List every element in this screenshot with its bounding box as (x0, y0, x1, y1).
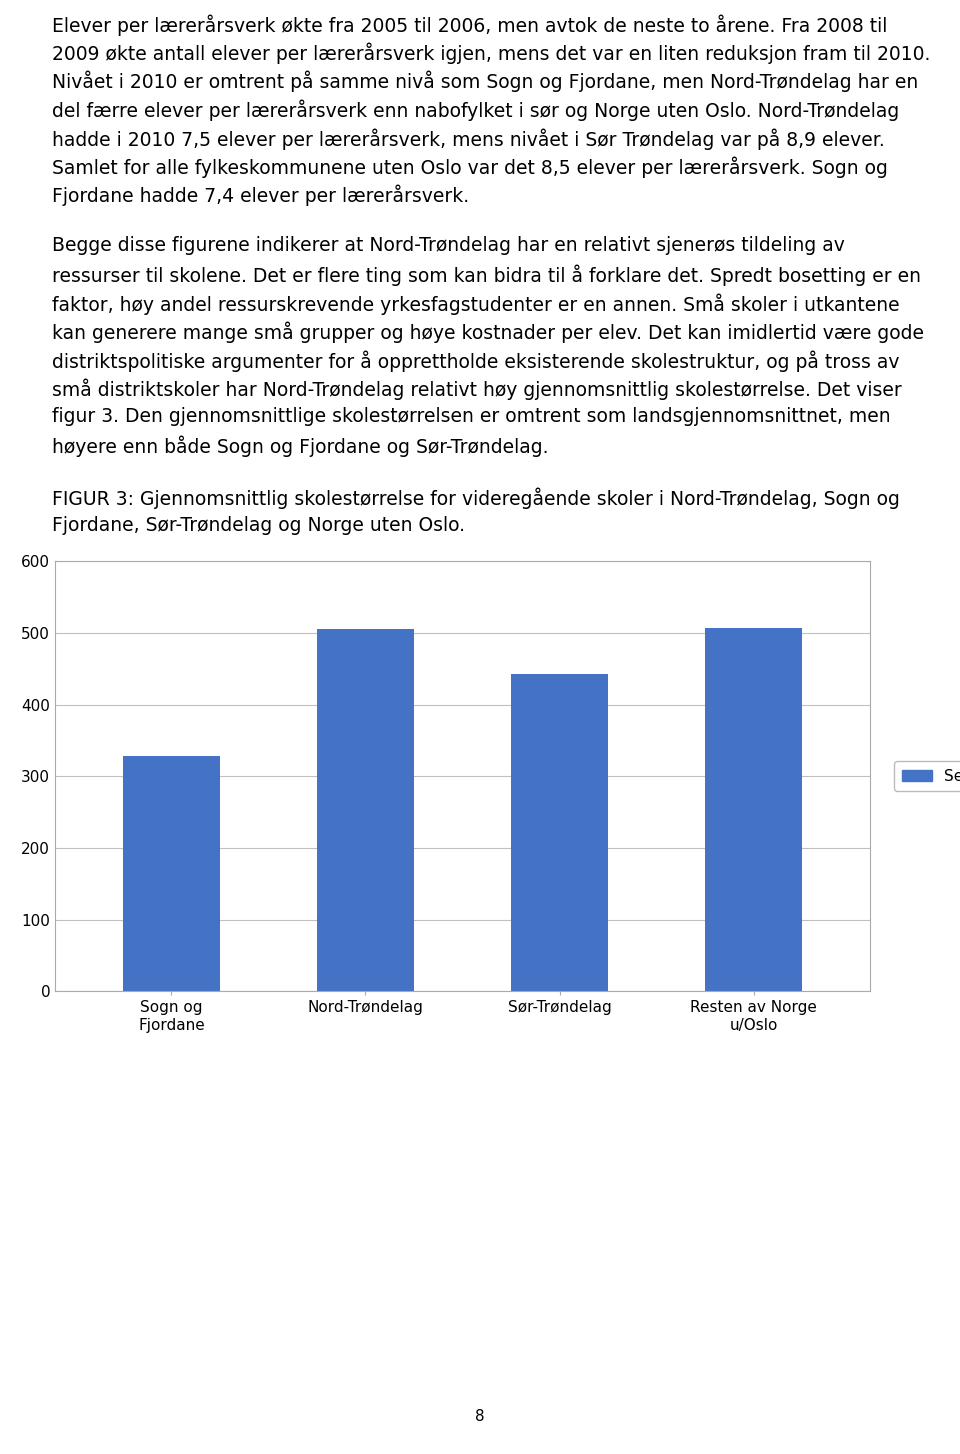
Text: ressurser til skolene. Det er flere ting som kan bidra til å forklare det. Spred: ressurser til skolene. Det er flere ting… (52, 265, 921, 286)
Text: Fjordane, Sør-Trøndelag og Norge uten Oslo.: Fjordane, Sør-Trøndelag og Norge uten Os… (52, 516, 465, 535)
Text: FIGUR 3: Gjennomsnittlig skolestørrelse for videregående skoler i Nord-Trøndelag: FIGUR 3: Gjennomsnittlig skolestørrelse … (52, 487, 900, 509)
Text: 8: 8 (475, 1409, 485, 1423)
Text: del færre elever per lærerårsverk enn nabofylket i sør og Norge uten Oslo. Nord-: del færre elever per lærerårsverk enn na… (52, 99, 900, 121)
Text: små distriktskoler har Nord-Trøndelag relativt høy gjennomsnittlig skolestørrels: små distriktskoler har Nord-Trøndelag re… (52, 379, 901, 400)
Text: Samlet for alle fylkeskommunene uten Oslo var det 8,5 elever per lærerårsverk. S: Samlet for alle fylkeskommunene uten Osl… (52, 157, 888, 177)
Text: 2009 økte antall elever per lærerårsverk igjen, mens det var en liten reduksjon : 2009 økte antall elever per lærerårsverk… (52, 42, 930, 64)
Text: faktor, høy andel ressurskrevende yrkesfagstudenter er en annen. Små skoler i ut: faktor, høy andel ressurskrevende yrkesf… (52, 294, 900, 316)
Text: Begge disse figurene indikerer at Nord-Trøndelag har en relativt sjenerøs tildel: Begge disse figurene indikerer at Nord-T… (52, 237, 845, 256)
Bar (511, 673, 608, 992)
Text: figur 3. Den gjennomsnittlige skolestørrelsen er omtrent som landsgjennomsnittne: figur 3. Den gjennomsnittlige skolestørr… (52, 407, 891, 426)
Text: Elever per lærerårsverk økte fra 2005 til 2006, men avtok de neste to årene. Fra: Elever per lærerårsverk økte fra 2005 ti… (52, 15, 887, 35)
Text: hadde i 2010 7,5 elever per lærerårsverk, mens nivået i Sør Trøndelag var på 8,9: hadde i 2010 7,5 elever per lærerårsverk… (52, 128, 885, 150)
Text: Fjordane hadde 7,4 elever per lærerårsverk.: Fjordane hadde 7,4 elever per lærerårsve… (52, 185, 469, 206)
Legend: Serie1: Serie1 (894, 760, 960, 791)
Text: Nivået i 2010 er omtrent på samme nivå som Sogn og Fjordane, men Nord-Trøndelag : Nivået i 2010 er omtrent på samme nivå s… (52, 71, 919, 93)
Bar (317, 630, 414, 992)
Text: distriktspolitiske argumenter for å opprettholde eksisterende skolestruktur, og : distriktspolitiske argumenter for å oppr… (52, 350, 900, 372)
Bar (123, 756, 220, 992)
Text: høyere enn både Sogn og Fjordane og Sør-Trøndelag.: høyere enn både Sogn og Fjordane og Sør-… (52, 436, 548, 458)
Text: kan generere mange små grupper og høye kostnader per elev. Det kan imidlertid væ: kan generere mange små grupper og høye k… (52, 321, 924, 343)
Bar (705, 628, 803, 992)
